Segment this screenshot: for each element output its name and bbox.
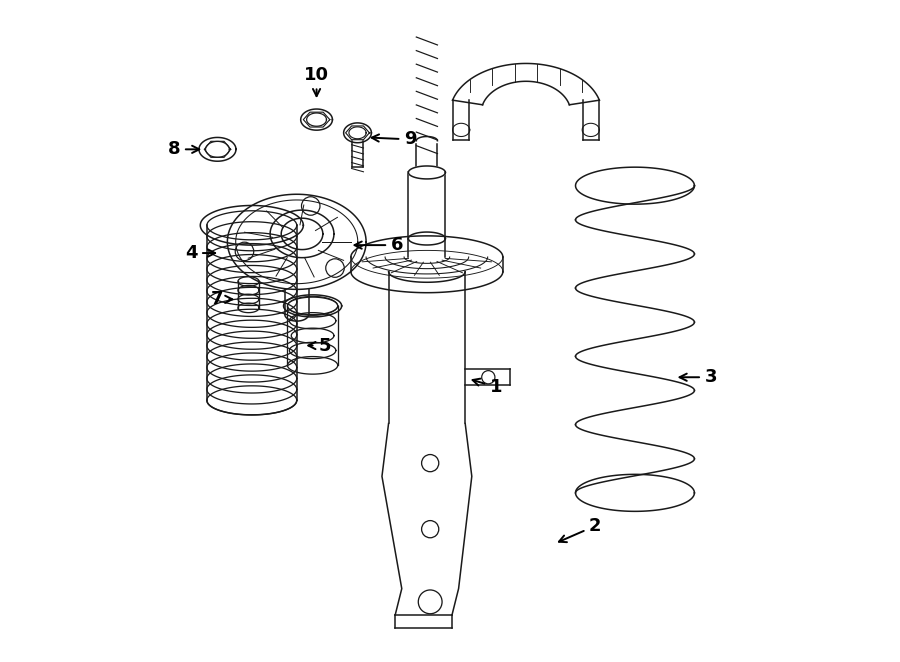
Text: 2: 2 (559, 517, 601, 542)
Text: 7: 7 (212, 291, 232, 308)
Text: 8: 8 (167, 140, 199, 158)
Text: 9: 9 (372, 130, 417, 148)
Text: 4: 4 (184, 244, 215, 262)
Text: 6: 6 (355, 236, 403, 254)
Text: 3: 3 (680, 368, 717, 386)
Text: 5: 5 (309, 336, 330, 355)
Text: 10: 10 (304, 66, 329, 96)
Text: 1: 1 (472, 378, 502, 396)
Polygon shape (409, 166, 446, 179)
